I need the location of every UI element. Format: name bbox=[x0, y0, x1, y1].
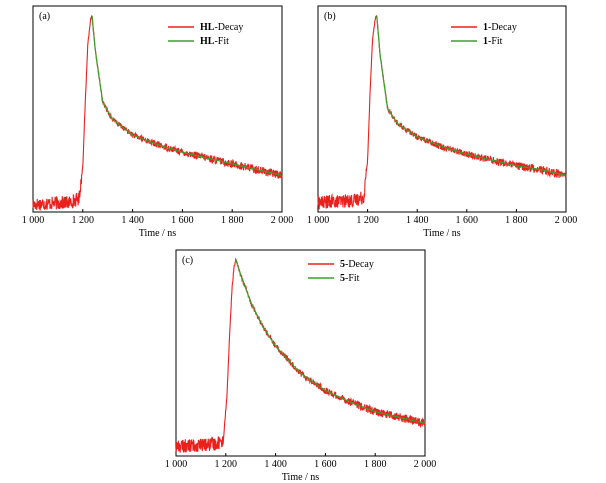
x-tick-label: 1 200 bbox=[356, 215, 379, 226]
fit-series-line bbox=[91, 15, 282, 176]
x-tick-label: 1 000 bbox=[307, 215, 330, 226]
x-tick-label: 1 200 bbox=[215, 459, 238, 470]
legend-entry: 1-Decay bbox=[483, 22, 517, 33]
x-tick-label: 1 000 bbox=[22, 215, 45, 226]
x-axis-label: Time / ns bbox=[139, 228, 177, 239]
x-tick-label: 1 400 bbox=[121, 215, 144, 226]
decay-series-line bbox=[32, 15, 283, 211]
x-tick-label: 1 600 bbox=[171, 215, 194, 226]
x-tick-label: 1 000 bbox=[165, 459, 188, 470]
x-tick-label: 1 400 bbox=[406, 215, 429, 226]
panel-label: (c) bbox=[182, 255, 193, 266]
x-tick-label: 1 400 bbox=[264, 459, 287, 470]
legend-entry: 5-Decay bbox=[340, 259, 374, 270]
decay-series-line bbox=[175, 257, 426, 453]
plot-frame bbox=[32, 5, 283, 213]
x-tick-label: 2 000 bbox=[271, 215, 294, 226]
x-tick-label: 2 000 bbox=[555, 215, 578, 226]
x-tick-label: 1 200 bbox=[72, 215, 95, 226]
decay-chart-b: 1 000 1 200 1 400 1 600 1 800 2 000 Time / ns (… bbox=[307, 5, 578, 239]
legend-entry: 1-Fit bbox=[483, 36, 503, 47]
plot-frame bbox=[175, 249, 426, 457]
decay-series-line bbox=[317, 14, 567, 210]
x-axis-label: Time / ns bbox=[282, 472, 320, 483]
x-tick-label: 2 000 bbox=[414, 459, 437, 470]
decay-chart-a: 1 000 1 200 1 400 1 600 1 800 2 000 Time / ns (… bbox=[22, 5, 294, 239]
x-tick-label: 1 800 bbox=[221, 215, 244, 226]
panel-label: (a) bbox=[39, 11, 50, 22]
fit-series-line bbox=[235, 259, 426, 424]
plot-frame bbox=[317, 5, 567, 213]
x-tick-label: 1 800 bbox=[364, 459, 387, 470]
x-tick-label: 1 600 bbox=[314, 459, 337, 470]
x-axis-label: Time / ns bbox=[423, 228, 461, 239]
panel-label: (b) bbox=[324, 11, 336, 22]
fit-series-line bbox=[376, 15, 566, 176]
legend-entry: HL-Fit bbox=[200, 36, 229, 47]
x-tick-label: 1 800 bbox=[505, 215, 528, 226]
x-tick-label: 1 600 bbox=[456, 215, 479, 226]
legend-entry: 5-Fit bbox=[340, 273, 360, 284]
legend-entry: HL-Decay bbox=[200, 22, 243, 33]
